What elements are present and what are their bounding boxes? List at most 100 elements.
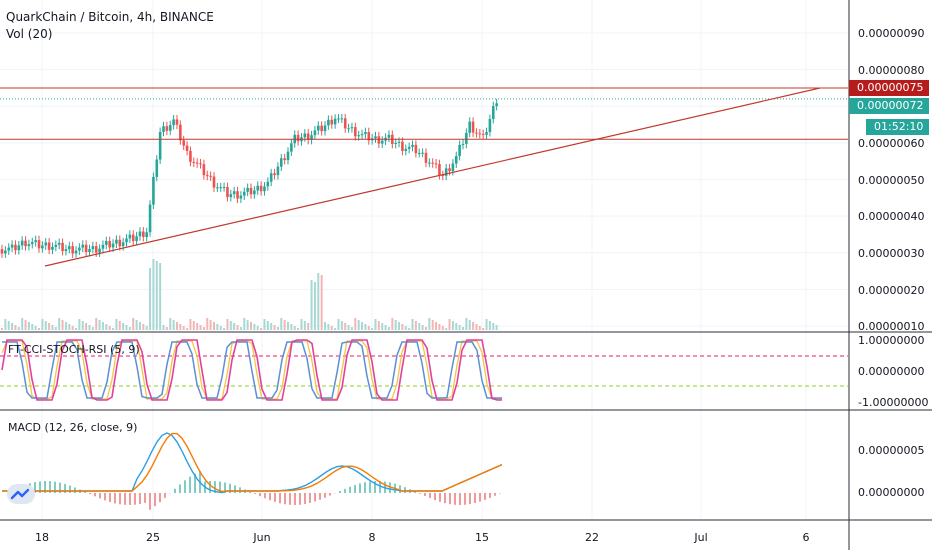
- volume-bar: [219, 326, 222, 330]
- volume-bar: [44, 321, 47, 330]
- volume-bar: [313, 282, 316, 330]
- macd-histogram-bar: [494, 493, 496, 496]
- candle-body: [57, 242, 61, 245]
- volume-bar: [270, 323, 273, 330]
- candle-body: [350, 127, 354, 129]
- volume-bar: [367, 326, 370, 330]
- time-axis-label: 18: [35, 531, 49, 544]
- candle-body: [7, 247, 11, 251]
- macd-histogram-bar: [129, 493, 131, 505]
- tradingview-logo-icon[interactable]: [7, 484, 35, 504]
- volume-bar: [41, 319, 44, 330]
- candle-body: [276, 166, 280, 176]
- volume-bar: [344, 323, 347, 330]
- volume-bar: [61, 320, 64, 330]
- volume-bar: [199, 325, 202, 330]
- candle-body: [451, 163, 455, 172]
- candle-body: [199, 163, 202, 165]
- candle-body: [138, 231, 142, 237]
- candle-body: [461, 143, 465, 145]
- candle-body: [431, 162, 435, 164]
- time-axis-label: 8: [368, 531, 376, 544]
- candle-body: [481, 134, 485, 136]
- macd-histogram-bar: [419, 493, 421, 494]
- volume-bar: [31, 324, 34, 330]
- candle-body: [407, 146, 411, 149]
- candle-body: [152, 176, 155, 205]
- candle-body: [313, 130, 317, 136]
- macd-histogram-bar: [349, 486, 351, 493]
- candle-body: [219, 187, 223, 189]
- volume-bar: [105, 324, 108, 330]
- volume-bar: [334, 328, 337, 330]
- volume-bar: [64, 322, 67, 330]
- macd-histogram-bar: [49, 481, 51, 493]
- candle-body: [61, 242, 64, 252]
- volume-bar: [108, 326, 111, 330]
- macd-histogram-bar: [264, 493, 266, 499]
- candle-body: [78, 247, 81, 251]
- volume-bar: [280, 318, 283, 330]
- candle-body: [202, 164, 206, 176]
- candle-body: [421, 152, 424, 154]
- candle-body: [74, 250, 78, 254]
- macd-histogram-bar: [194, 473, 196, 493]
- volume-bar: [266, 321, 269, 330]
- stoch-indicator-label[interactable]: FT-CCI-STOCH-RSI (5, 9): [8, 343, 140, 356]
- macd-histogram-bar: [59, 482, 61, 493]
- volume-bar: [441, 326, 444, 330]
- volume-bar: [246, 320, 249, 330]
- volume-bar: [138, 322, 141, 330]
- volume-bar: [293, 326, 296, 330]
- volume-bar: [411, 319, 414, 330]
- candle-body: [135, 236, 138, 242]
- volume-bar: [58, 318, 61, 330]
- candle-body: [458, 144, 461, 157]
- candle-body: [121, 242, 125, 247]
- candle-body: [380, 140, 384, 144]
- volume-bar: [149, 268, 152, 330]
- macd-histogram-bar: [274, 493, 276, 502]
- candle-body: [286, 151, 290, 161]
- macd-histogram-bar: [314, 493, 316, 502]
- candle-body: [468, 121, 472, 133]
- volume-indicator-label[interactable]: Vol (20): [6, 27, 53, 41]
- volume-bar: [374, 319, 377, 330]
- candle-body: [41, 245, 44, 249]
- time-axis-label: Jul: [694, 531, 708, 544]
- candle-body: [30, 242, 34, 245]
- volume-bar: [14, 325, 17, 330]
- volume-bar: [209, 320, 212, 330]
- candle-body: [316, 125, 320, 131]
- macd-histogram-bar: [404, 487, 406, 493]
- volume-bar: [212, 322, 215, 330]
- candle-body: [377, 136, 381, 144]
- macd-histogram-bar: [69, 485, 71, 493]
- last-price-tag: 0.00000072: [849, 98, 930, 114]
- candle-body: [168, 125, 172, 131]
- volume-bar: [34, 326, 37, 330]
- volume-bar: [202, 327, 205, 330]
- resistance-price-tag: 0.00000075: [849, 80, 930, 96]
- candle-body: [414, 144, 418, 154]
- volume-bar: [4, 319, 7, 330]
- macd-histogram-bar: [464, 493, 466, 505]
- candle-body: [71, 246, 74, 254]
- volume-bar: [38, 328, 41, 330]
- volume-bar: [485, 319, 488, 330]
- time-axis-label: Jun: [253, 531, 271, 544]
- candle-body: [44, 242, 48, 246]
- volume-bar: [361, 322, 364, 330]
- macd-histogram-bar: [219, 481, 221, 493]
- candle-body: [34, 240, 37, 243]
- volume-bar: [340, 321, 343, 330]
- volume-bar: [256, 326, 259, 330]
- macd-histogram-bar: [344, 488, 346, 493]
- macd-indicator-label[interactable]: MACD (12, 26, close, 9): [8, 421, 138, 434]
- volume-bar: [24, 320, 27, 330]
- macd-histogram-bar: [319, 493, 321, 500]
- volume-bar: [260, 328, 263, 330]
- macd-histogram-bar: [54, 481, 56, 493]
